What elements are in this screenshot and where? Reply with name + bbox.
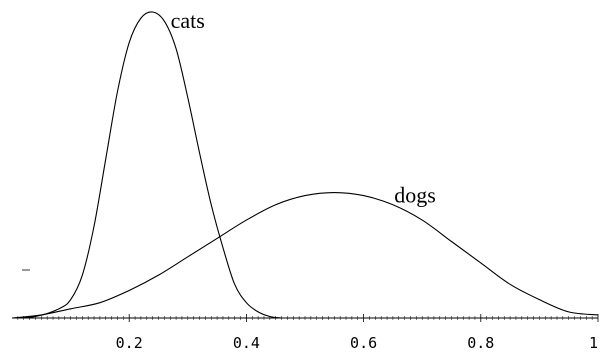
series-curves [11,11,599,319]
series-labels: cats dogs [171,8,436,208]
x-axis-tick-label: 0.6 [350,334,377,352]
series-cats-curve [11,11,282,319]
series-dogs-curve [11,191,599,319]
x-axis-tick-label: 0.8 [467,334,494,352]
x-axis-tick-label: 0.2 [116,334,143,352]
series-dogs-label: dogs [394,183,436,208]
x-axis-tick-labels: 0.2 0.4 0.6 0.8 1 [116,334,598,352]
x-axis-tick-label: 1 [589,334,598,352]
series-cats-label: cats [171,8,205,33]
x-axis-major-ticks [128,314,599,322]
x-axis-tick-label: 0.4 [233,334,260,352]
